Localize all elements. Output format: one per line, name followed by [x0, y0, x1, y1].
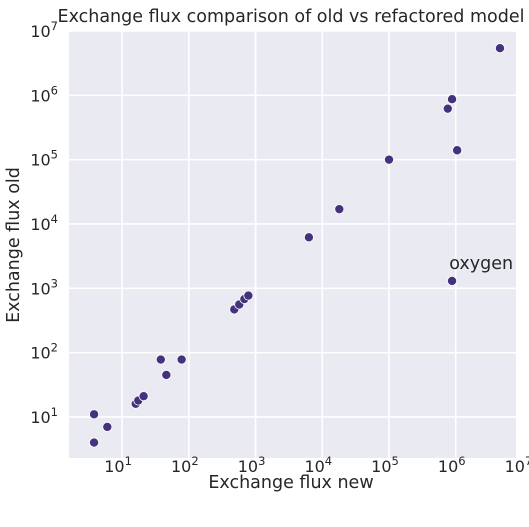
annotations: oxygen: [449, 254, 513, 274]
x-tick-label: 105: [371, 454, 399, 476]
data-point: [138, 391, 149, 402]
y-tick-label: 103: [30, 276, 58, 298]
data-point: [303, 232, 314, 243]
data-point: [155, 354, 166, 365]
data-point: [447, 275, 458, 286]
gridlines: [69, 30, 524, 458]
x-tick-label: 106: [438, 454, 466, 476]
data-point: [89, 437, 100, 448]
data-point: [452, 145, 463, 156]
plot-background: [69, 31, 516, 458]
y-tick-label: 101: [30, 405, 58, 427]
data-point: [494, 43, 505, 54]
x-tick-label: 107: [505, 454, 529, 476]
y-tick-label: 106: [30, 83, 58, 105]
data-point: [102, 421, 113, 432]
y-tick-label: 102: [30, 341, 58, 363]
data-point: [89, 409, 100, 420]
data-point: [243, 290, 254, 301]
data-point: [334, 204, 345, 215]
data-point: [384, 154, 395, 165]
y-tick-labels: 101 102 103 104 105 106 107: [30, 19, 58, 427]
y-axis-label: Exchange flux old: [4, 167, 24, 323]
data-point: [176, 354, 187, 365]
x-tick-label: 102: [171, 454, 199, 476]
data-point: [442, 103, 453, 114]
data-points: [89, 43, 505, 448]
x-axis-label: Exchange flux new: [208, 473, 373, 493]
y-tick-label: 105: [30, 148, 58, 170]
data-point: [161, 369, 172, 380]
data-point: [447, 94, 458, 105]
annotation-label: oxygen: [449, 254, 513, 274]
y-tick-label: 107: [30, 19, 58, 41]
chart-title: Exchange flux comparison of old vs refac…: [58, 7, 525, 27]
x-tick-label: 101: [104, 454, 132, 476]
y-tick-label: 104: [30, 212, 58, 234]
